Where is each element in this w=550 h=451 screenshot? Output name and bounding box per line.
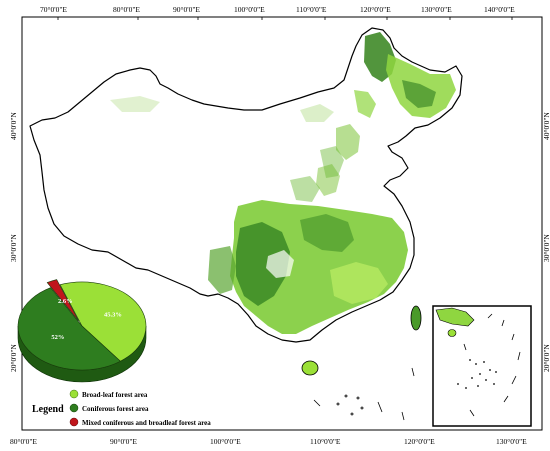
top-label: 120°0'0"E [360, 5, 391, 14]
south-china-sea-inset [432, 305, 532, 427]
bottom-label: 100°0'0"E [210, 437, 241, 446]
legend-swatch-mixed [69, 417, 79, 427]
top-label: 130°0'0"E [421, 5, 452, 14]
legend-swatch-coniferous [69, 403, 79, 413]
top-label: 90°0'0"E [173, 5, 200, 14]
legend-swatch-broadleaf [69, 389, 79, 399]
legend-label-coniferous: Coniferous forest area [82, 405, 149, 413]
pie-slice-broadleaf [59, 281, 147, 362]
bottom-label: 90°0'0"E [110, 437, 137, 446]
left-axis-labels: 40°0'0"N 30°0'0"N 20°0'0"N [9, 112, 18, 372]
left-label: 30°0'0"N [9, 234, 18, 262]
pie-label: 45.3% [104, 311, 122, 318]
top-label: 140°0'0"E [484, 5, 515, 14]
bottom-axis-labels: 80°0'0"E 90°0'0"E 100°0'0"E 110°0'0"E 12… [10, 437, 527, 446]
right-label: 40°0'0"N [542, 112, 550, 140]
right-axis-labels: 40°0'0"N 30°0'0"N 20°0'0"N [542, 112, 550, 372]
legend: Legend Broad-leaf forest area Coniferous… [32, 389, 211, 427]
bottom-label: 80°0'0"E [10, 437, 37, 446]
taiwan-island [410, 305, 422, 331]
hainan-island [301, 360, 319, 376]
forest-coverage [110, 32, 456, 334]
top-label: 70°0'0"E [40, 5, 67, 14]
bottom-label: 120°0'0"E [404, 437, 435, 446]
legend-label-mixed: Mixed coniferous and broadleaf forest ar… [82, 419, 211, 427]
right-label: 30°0'0"N [542, 234, 550, 262]
left-label: 20°0'0"N [9, 344, 18, 372]
left-label: 40°0'0"N [9, 112, 18, 140]
bottom-label: 110°0'0"E [310, 437, 341, 446]
bottom-label: 130°0'0"E [496, 437, 527, 446]
pie-label: 52% [51, 334, 64, 341]
pie-slice-mixed [46, 279, 79, 322]
right-label: 20°0'0"N [542, 344, 550, 372]
top-axis-labels: 70°0'0"E 80°0'0"E 90°0'0"E 100°0'0"E 110… [40, 5, 515, 14]
legend-label-broadleaf: Broad-leaf forest area [82, 391, 148, 399]
inset-content [435, 307, 521, 417]
top-ticks [57, 17, 513, 20]
pie-label: 2.6% [58, 298, 73, 305]
top-label: 110°0'0"E [296, 5, 327, 14]
south-sea-islands [313, 367, 415, 421]
legend-title: Legend [32, 404, 64, 415]
top-label: 100°0'0"E [234, 5, 265, 14]
pie-chart: 45.3% 52% 2.6% [17, 279, 147, 383]
top-label: 80°0'0"E [113, 5, 140, 14]
pie-slice-coniferous [17, 287, 121, 371]
